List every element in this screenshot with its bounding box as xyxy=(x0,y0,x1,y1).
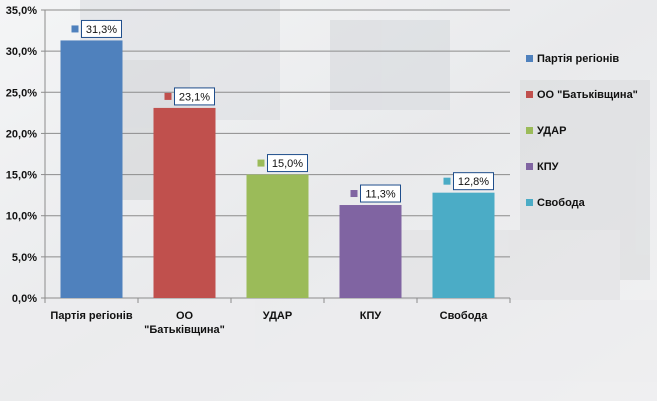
legend: Партія регіонів ОО "Батьківщина" УДАР КПУ Св… xyxy=(526,53,638,209)
legend-entry: КПУ xyxy=(537,161,559,173)
y-tick-label: 15,0% xyxy=(6,170,37,182)
legend-swatch xyxy=(526,127,533,134)
y-tick-labels: 0,0% 5,0% 10,0% 15,0% 20,0% 25,0% 30,0% 35,0% xyxy=(6,5,37,305)
legend-swatch xyxy=(526,55,533,62)
bar xyxy=(153,107,216,298)
x-tick-label: ОО "Батьківщина" xyxy=(144,310,225,336)
bar xyxy=(246,174,309,298)
data-label-key xyxy=(71,25,79,33)
bar xyxy=(339,205,402,298)
data-label: 15,0% xyxy=(272,158,303,170)
x-tick-label: Свобода xyxy=(440,310,489,322)
data-label-key xyxy=(443,177,451,185)
x-tick-label: УДАР xyxy=(263,310,292,322)
legend-entry: УДАР xyxy=(537,125,566,137)
y-tick-label: 35,0% xyxy=(6,5,37,17)
y-tick-label: 10,0% xyxy=(6,211,37,223)
data-label-box xyxy=(360,184,401,203)
y-tick-label: 20,0% xyxy=(6,128,37,140)
data-label-key xyxy=(257,159,265,167)
data-label-box xyxy=(174,87,215,106)
y-tick-label: 0,0% xyxy=(12,293,37,305)
data-label: 11,3% xyxy=(365,189,396,201)
data-label: 31,3% xyxy=(86,24,117,36)
legend-entry: Партія регіонів xyxy=(537,53,619,65)
y-tick-label: 5,0% xyxy=(12,252,37,264)
data-label-box xyxy=(81,19,122,38)
data-label-key xyxy=(164,92,172,100)
bars xyxy=(60,40,495,299)
bar xyxy=(60,40,123,299)
x-tick-label: Партія регіонів xyxy=(50,310,132,322)
x-tick-label: КПУ xyxy=(360,310,382,322)
category-labels: Партія регіонів ОО "Батьківщина" УДАР КПУ Сво… xyxy=(50,310,488,336)
legend-entry: ОО "Батьківщина" xyxy=(537,89,638,101)
data-labels: 31,3% 23,1% 15,0% 11,3% 12,8% xyxy=(71,19,494,203)
bar xyxy=(432,192,495,298)
legend-swatch xyxy=(526,199,533,206)
data-label-box xyxy=(267,154,308,173)
legend-swatch xyxy=(526,91,533,98)
data-label-box xyxy=(453,172,494,191)
legend-entry: Свобода xyxy=(537,197,586,209)
data-label: 12,8% xyxy=(458,176,489,188)
data-label-key xyxy=(350,190,358,198)
y-tick-label: 25,0% xyxy=(6,87,37,99)
legend-swatch xyxy=(526,163,533,170)
y-tick-label: 30,0% xyxy=(6,46,37,58)
data-label: 23,1% xyxy=(179,91,210,103)
